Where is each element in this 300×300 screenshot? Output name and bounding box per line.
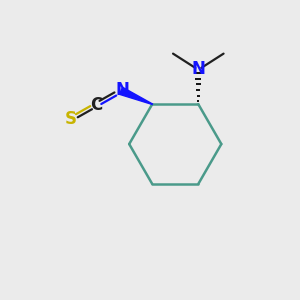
Text: N: N (191, 60, 205, 78)
Text: N: N (116, 81, 129, 99)
Polygon shape (119, 87, 152, 104)
Text: S: S (65, 110, 77, 128)
Text: C: C (90, 96, 102, 114)
